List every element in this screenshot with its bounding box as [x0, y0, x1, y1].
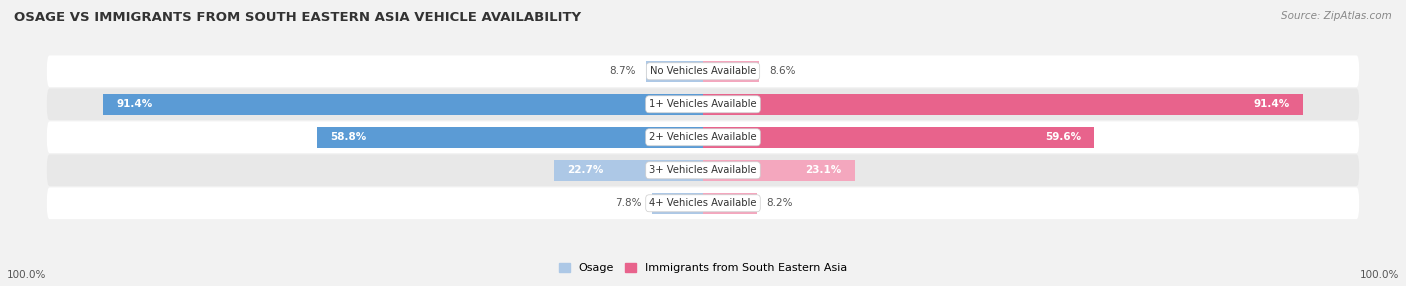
FancyBboxPatch shape: [46, 187, 1360, 219]
Text: 8.2%: 8.2%: [766, 198, 793, 208]
Bar: [645, 61, 703, 82]
FancyBboxPatch shape: [46, 154, 1360, 186]
Bar: [318, 127, 703, 148]
Bar: [703, 160, 855, 180]
Text: 1+ Vehicles Available: 1+ Vehicles Available: [650, 99, 756, 109]
Text: 2+ Vehicles Available: 2+ Vehicles Available: [650, 132, 756, 142]
Text: 8.7%: 8.7%: [610, 66, 636, 76]
FancyBboxPatch shape: [46, 122, 1360, 153]
FancyBboxPatch shape: [46, 55, 1360, 87]
Bar: [703, 61, 759, 82]
Bar: [703, 127, 1094, 148]
Text: 22.7%: 22.7%: [567, 165, 603, 175]
Bar: [652, 193, 703, 214]
Text: OSAGE VS IMMIGRANTS FROM SOUTH EASTERN ASIA VEHICLE AVAILABILITY: OSAGE VS IMMIGRANTS FROM SOUTH EASTERN A…: [14, 11, 581, 24]
Text: 58.8%: 58.8%: [330, 132, 367, 142]
FancyBboxPatch shape: [46, 88, 1360, 120]
Bar: [703, 193, 756, 214]
Text: 59.6%: 59.6%: [1045, 132, 1081, 142]
Bar: [554, 160, 703, 180]
Text: 91.4%: 91.4%: [117, 99, 153, 109]
Text: 23.1%: 23.1%: [806, 165, 841, 175]
Bar: [103, 94, 703, 114]
Legend: Osage, Immigrants from South Eastern Asia: Osage, Immigrants from South Eastern Asi…: [554, 258, 852, 278]
Text: 100.0%: 100.0%: [7, 270, 46, 280]
Text: 3+ Vehicles Available: 3+ Vehicles Available: [650, 165, 756, 175]
Text: No Vehicles Available: No Vehicles Available: [650, 66, 756, 76]
Text: 91.4%: 91.4%: [1253, 99, 1289, 109]
Text: 100.0%: 100.0%: [1360, 270, 1399, 280]
Text: 7.8%: 7.8%: [616, 198, 643, 208]
Text: 4+ Vehicles Available: 4+ Vehicles Available: [650, 198, 756, 208]
Text: Source: ZipAtlas.com: Source: ZipAtlas.com: [1281, 11, 1392, 21]
Bar: [703, 94, 1303, 114]
Text: 8.6%: 8.6%: [769, 66, 796, 76]
